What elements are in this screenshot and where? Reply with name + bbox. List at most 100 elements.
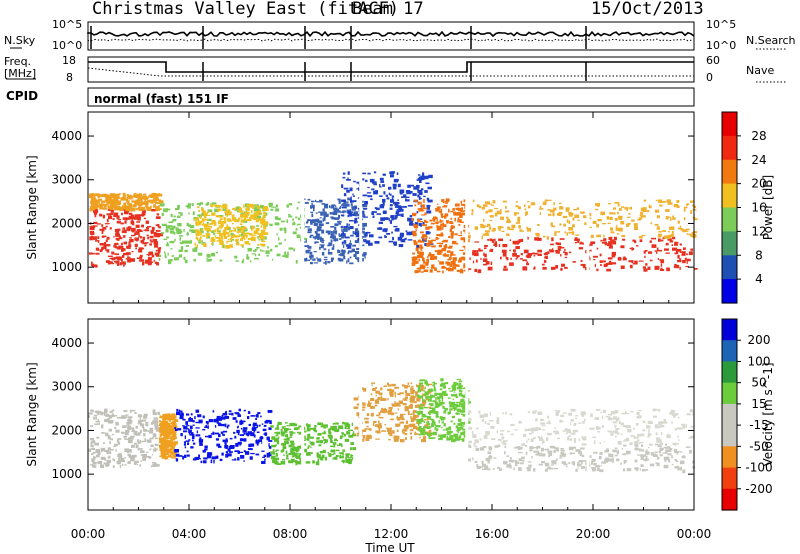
data-cell [316, 461, 319, 464]
data-cell [389, 204, 393, 207]
data-cell [107, 435, 111, 439]
data-cell [306, 221, 308, 224]
data-cell [105, 260, 110, 263]
data-cell [509, 464, 512, 469]
data-cell [229, 437, 233, 440]
data-cell [676, 248, 682, 252]
data-cell [314, 242, 317, 244]
data-cell [537, 224, 540, 226]
data-cell [195, 421, 201, 424]
data-cell [259, 436, 264, 440]
data-cell [91, 440, 96, 444]
data-cell [145, 423, 149, 427]
data-cell [206, 253, 211, 258]
data-cell [496, 419, 499, 423]
data-cell [590, 243, 593, 246]
data-cell [670, 409, 675, 414]
data-cell [596, 467, 600, 471]
data-cell [437, 260, 440, 262]
data-cell [413, 239, 417, 243]
data-cell [99, 228, 104, 231]
data-cell [156, 429, 161, 432]
data-cell [416, 397, 421, 402]
data-cell [382, 198, 386, 203]
data-cell [305, 239, 307, 243]
data-cell [430, 256, 435, 260]
data-cell [157, 464, 160, 467]
data-cell [672, 215, 674, 218]
data-cell [578, 451, 581, 454]
data-cell [373, 171, 377, 174]
data-cell [256, 431, 260, 433]
data-cell [144, 413, 148, 416]
data-cell [202, 415, 205, 419]
data-cell [251, 253, 256, 255]
data-cell [117, 457, 120, 462]
data-cell [212, 410, 215, 413]
data-cell [554, 427, 557, 429]
data-cell [548, 453, 552, 456]
data-cell [414, 199, 418, 202]
data-cell [397, 199, 399, 201]
data-cell [660, 432, 663, 436]
data-cell [97, 452, 101, 456]
data-cell [615, 428, 620, 430]
data-cell [492, 468, 495, 470]
data-cell [382, 210, 387, 214]
data-cell [374, 424, 378, 427]
data-cell [152, 420, 157, 424]
data-cell [234, 255, 238, 259]
data-cell [635, 423, 639, 426]
data-cell [631, 219, 635, 222]
data-cell [268, 452, 271, 455]
data-cell [93, 456, 96, 460]
data-cell [91, 447, 95, 450]
data-cell [383, 228, 388, 231]
data-cell [116, 460, 119, 465]
data-cell [583, 412, 587, 415]
data-cell [351, 207, 357, 211]
data-cell [441, 417, 446, 420]
data-cell [142, 195, 147, 198]
data-cell [424, 386, 427, 389]
data-cell [210, 226, 212, 229]
data-cell [442, 435, 447, 438]
data-cell [458, 234, 463, 237]
data-cell [654, 223, 658, 226]
data-cell [255, 204, 257, 207]
data-cell [428, 240, 433, 244]
data-cell [159, 433, 162, 438]
data-cell [131, 427, 135, 431]
data-cell [644, 250, 648, 252]
data-cell [634, 444, 639, 447]
data-cell [238, 408, 241, 412]
data-cell [345, 226, 348, 229]
data-cell [398, 400, 404, 404]
data-cell [467, 418, 470, 421]
data-cell [598, 234, 601, 238]
data-cell [224, 206, 228, 210]
data-cell [611, 418, 617, 420]
data-cell [527, 227, 532, 232]
data-cell [94, 193, 100, 197]
data-cell [201, 210, 206, 212]
data-cell [458, 208, 463, 212]
data-cell [357, 414, 359, 417]
data-cell [149, 427, 153, 432]
data-cell [412, 259, 417, 263]
data-cell [229, 230, 233, 233]
data-cell [101, 432, 105, 434]
data-cell [449, 404, 452, 408]
data-cell [198, 209, 200, 212]
noise-tick-left-high: 10^5 [52, 18, 82, 31]
data-cell [617, 440, 622, 445]
data-cell [690, 248, 694, 251]
data-cell [497, 438, 502, 441]
data-cell [603, 238, 607, 241]
data-cell [487, 223, 491, 227]
data-cell [187, 203, 192, 206]
data-cell [128, 416, 133, 419]
data-cell [242, 258, 244, 262]
data-cell [423, 421, 426, 424]
data-cell [258, 253, 261, 256]
